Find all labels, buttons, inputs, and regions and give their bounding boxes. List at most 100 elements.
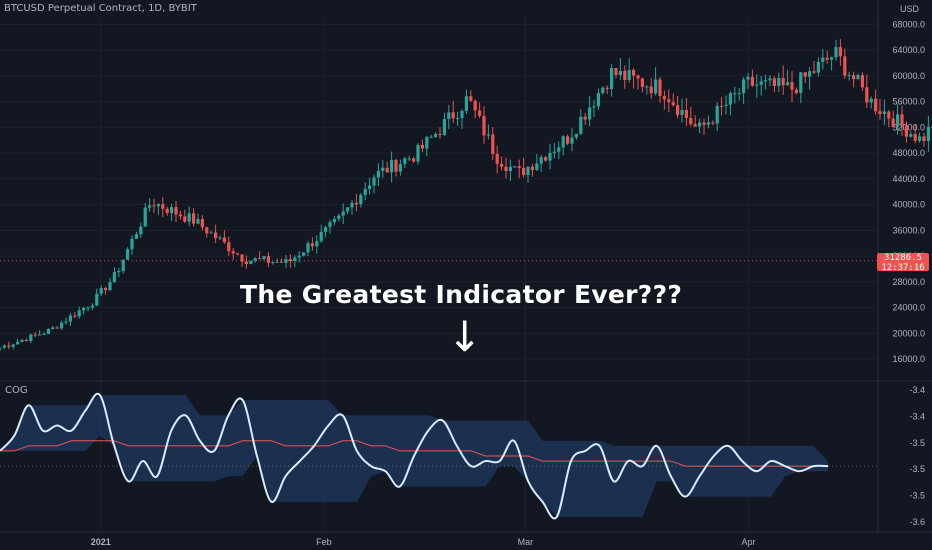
candle-body — [68, 315, 72, 322]
candle-body — [777, 78, 781, 86]
candle-body — [429, 136, 433, 138]
candle-body — [139, 226, 143, 235]
price-axis-tick: 36000.0 — [892, 225, 925, 235]
down-arrow-icon: ↓ — [447, 312, 483, 361]
candle-body — [491, 134, 495, 154]
cog-axis-tick: -3.6 — [909, 517, 925, 527]
candle-body — [662, 95, 666, 100]
candle-body — [231, 251, 235, 254]
candle-body — [227, 242, 231, 252]
candle-body — [442, 118, 446, 135]
candle-body — [266, 256, 270, 263]
candle-body — [82, 307, 86, 311]
indicator-name: COG — [5, 385, 28, 396]
candle-body — [816, 61, 820, 73]
candle-body — [99, 288, 103, 294]
candle-body — [112, 272, 116, 283]
candle-body — [60, 322, 64, 329]
candle-body — [359, 194, 363, 205]
candle-body — [222, 237, 226, 243]
candle-body — [605, 87, 609, 89]
candle-body — [183, 216, 187, 222]
candle-body — [156, 204, 160, 207]
candle-body — [830, 57, 834, 60]
candle-body — [381, 167, 385, 171]
candle-body — [420, 144, 424, 149]
candle-body — [165, 208, 169, 214]
candle-body — [302, 252, 306, 256]
candle-body — [328, 222, 332, 228]
price-axis-tick: 48000.0 — [892, 148, 925, 158]
candle-body — [117, 270, 121, 273]
candle-body — [253, 258, 257, 261]
time-axis-tick: Mar — [518, 537, 534, 547]
candle-body — [561, 136, 565, 148]
candle-body — [689, 118, 693, 125]
candle-body — [522, 168, 526, 176]
candle-body — [434, 133, 438, 137]
candle-body — [121, 259, 125, 271]
cog-main-line — [0, 392, 829, 520]
candle-body — [376, 170, 380, 178]
candle-body — [262, 256, 266, 259]
candle-body — [319, 231, 323, 242]
candle-body — [847, 75, 851, 77]
candle-body — [733, 93, 737, 95]
candle-body — [482, 115, 486, 136]
candle-body — [702, 122, 706, 125]
candle-body — [904, 125, 908, 137]
candle-body — [772, 78, 776, 86]
candle-body — [258, 258, 262, 260]
candle-body — [790, 82, 794, 90]
candle-body — [610, 67, 614, 89]
cog-axis-tick: -3.4 — [909, 411, 925, 421]
candle-body — [42, 333, 46, 335]
candle-body — [517, 166, 521, 169]
candle-body — [746, 76, 750, 80]
candle-body — [46, 329, 50, 334]
candle-body — [187, 213, 191, 222]
candle-body — [676, 105, 680, 116]
candle-body — [390, 159, 394, 173]
candle-body — [759, 81, 763, 85]
candle-body — [363, 189, 367, 195]
candle-body — [526, 166, 530, 176]
candle-body — [126, 249, 130, 260]
candle-body — [372, 177, 376, 186]
candle-body — [438, 133, 442, 135]
candle-body — [293, 257, 297, 262]
candle-body — [557, 147, 561, 152]
candle-body — [16, 341, 20, 345]
candle-body — [200, 218, 204, 228]
candle-body — [574, 133, 578, 138]
candle-body — [288, 259, 292, 262]
candle-body — [456, 117, 460, 119]
candle-body — [464, 96, 468, 111]
candle-body — [825, 57, 829, 60]
candle-body — [174, 207, 178, 215]
candle-body — [588, 107, 592, 120]
candle-body — [55, 327, 59, 329]
price-axis-tick: 64000.0 — [892, 45, 925, 55]
candle-body — [51, 327, 55, 330]
candle-body — [337, 215, 341, 219]
candle-body — [737, 93, 741, 95]
candle-body — [623, 70, 627, 80]
price-axis-tick: 20000.0 — [892, 328, 925, 338]
candle-body — [368, 185, 372, 190]
candle-body — [882, 111, 886, 114]
candle-body — [570, 137, 574, 144]
candle-body — [803, 72, 807, 77]
candle-body — [821, 57, 825, 62]
candle-body — [794, 89, 798, 93]
last-price-tag: 31286.5 12:37:16 — [877, 253, 929, 273]
candle-body — [130, 238, 134, 250]
time-axis-tick: 2021 — [91, 537, 111, 547]
candle-body — [500, 163, 504, 167]
candle-body — [478, 110, 482, 116]
time-axis-tick: Feb — [316, 537, 332, 547]
candle-body — [865, 87, 869, 103]
candle-body — [86, 307, 90, 309]
price-axis-tick: 60000.0 — [892, 71, 925, 81]
candle-body — [416, 144, 420, 162]
